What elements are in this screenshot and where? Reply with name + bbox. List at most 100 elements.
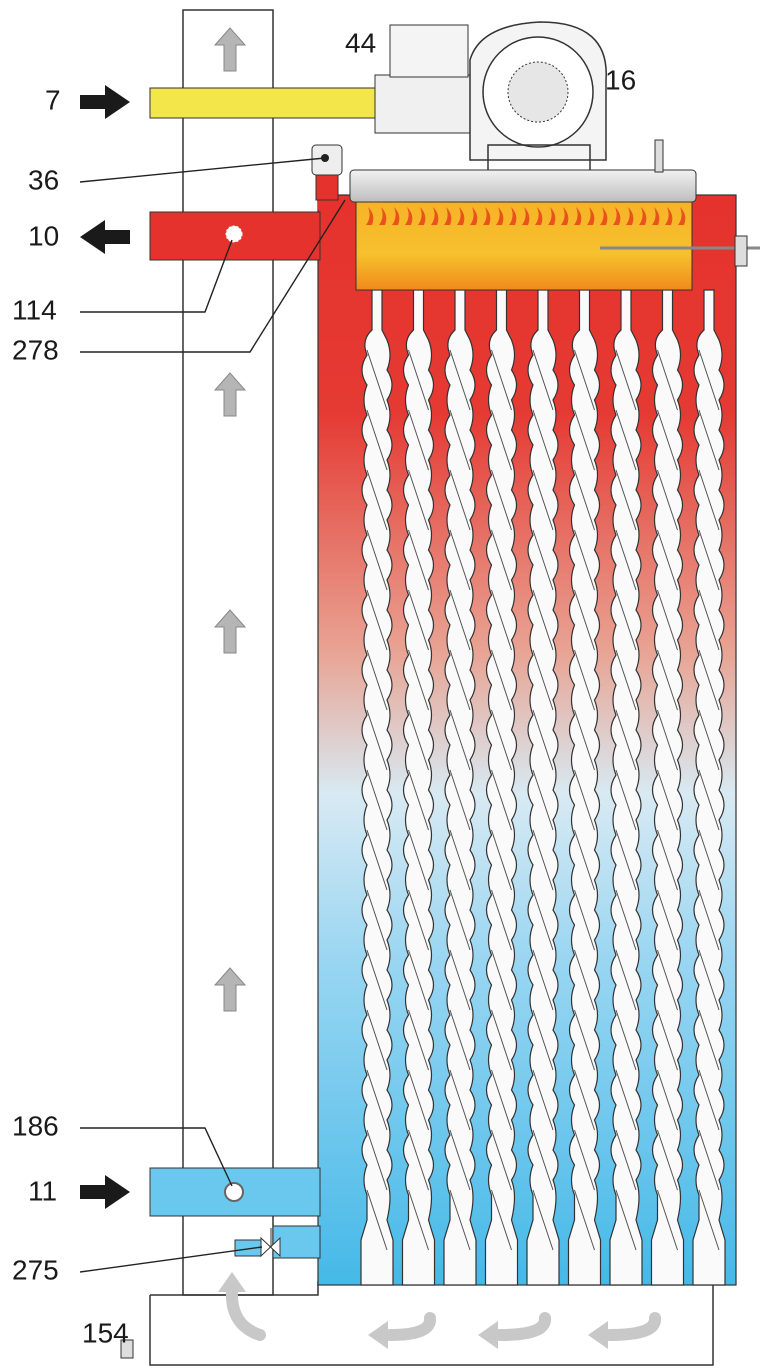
arrow-up bbox=[213, 372, 247, 417]
tube-twist bbox=[574, 769, 595, 831]
tube-twist bbox=[408, 1009, 429, 1071]
tube-twist bbox=[657, 829, 678, 891]
tube-twist bbox=[491, 469, 512, 531]
tube-twist bbox=[449, 1189, 471, 1251]
tube bbox=[484, 289, 519, 1286]
tube-twist bbox=[657, 889, 678, 951]
sensor bbox=[224, 1182, 244, 1202]
tube-twist bbox=[657, 409, 678, 471]
tube-twist bbox=[698, 649, 720, 711]
tube-twist bbox=[408, 409, 429, 471]
tube-twist bbox=[491, 649, 512, 711]
tube-twist bbox=[615, 1069, 637, 1131]
tube-twist bbox=[615, 649, 637, 711]
drain-stub bbox=[272, 1225, 321, 1259]
tube-twist bbox=[366, 529, 388, 591]
tube-twist bbox=[615, 529, 637, 591]
tube bbox=[526, 289, 560, 1286]
flame bbox=[366, 207, 374, 225]
tube-twist bbox=[366, 649, 388, 711]
tube-twist bbox=[491, 829, 512, 891]
leader bbox=[79, 1246, 263, 1273]
ignition-rod bbox=[654, 139, 664, 173]
tube-twist bbox=[532, 349, 554, 411]
arrow-in bbox=[80, 85, 130, 119]
tube bbox=[609, 289, 643, 1286]
tube-twist bbox=[366, 709, 388, 771]
flame bbox=[587, 207, 595, 225]
flame bbox=[405, 207, 413, 225]
tube-twist bbox=[491, 529, 512, 591]
tube-twist bbox=[449, 469, 471, 531]
leader bbox=[79, 157, 326, 183]
flame bbox=[574, 207, 582, 225]
tube-twist bbox=[408, 949, 429, 1011]
arrowhead bbox=[218, 1272, 246, 1292]
bottom-arrowheads bbox=[218, 1272, 608, 1349]
arrowhead bbox=[368, 1321, 388, 1349]
tube-twist bbox=[657, 949, 678, 1011]
tube-twist bbox=[615, 349, 637, 411]
bottom-flow bbox=[225, 1284, 661, 1341]
flame bbox=[561, 207, 569, 225]
tube-twist bbox=[491, 949, 512, 1011]
tube-twist bbox=[532, 709, 554, 771]
tube-twist bbox=[574, 649, 595, 711]
tube-twist bbox=[698, 589, 720, 651]
tube-twist bbox=[449, 709, 471, 771]
callout-label: 11 bbox=[28, 1175, 57, 1206]
tube-twist bbox=[574, 469, 595, 531]
flame bbox=[665, 207, 673, 225]
tube-twist bbox=[698, 529, 720, 591]
tube-twist bbox=[408, 469, 429, 531]
callout-label: 275 bbox=[12, 1254, 59, 1285]
tube-twist bbox=[615, 769, 637, 831]
flame bbox=[379, 207, 387, 225]
tube-twist bbox=[574, 349, 595, 411]
flame bbox=[522, 207, 530, 225]
tube bbox=[401, 289, 436, 1286]
tube-twist bbox=[698, 1129, 720, 1191]
flame bbox=[392, 207, 400, 225]
callout-label: 186 bbox=[12, 1110, 59, 1141]
tube-twist bbox=[615, 1009, 637, 1071]
tube-twist bbox=[574, 1189, 595, 1251]
flame bbox=[613, 207, 621, 225]
tube-twist bbox=[657, 349, 678, 411]
tube bbox=[692, 289, 726, 1286]
flame bbox=[509, 207, 517, 225]
arrow-curve bbox=[604, 1312, 661, 1341]
tube-twist bbox=[449, 1069, 471, 1131]
arrowhead bbox=[478, 1321, 498, 1349]
leader-lines bbox=[79, 157, 346, 1273]
tube-twist bbox=[698, 769, 720, 831]
gas-valve bbox=[374, 74, 476, 134]
tube-twist bbox=[366, 349, 388, 411]
flame bbox=[639, 207, 647, 225]
tube-twist bbox=[615, 1189, 637, 1251]
tube-twist bbox=[408, 649, 429, 711]
arrow-curve bbox=[494, 1312, 551, 1341]
tube-twist bbox=[449, 529, 471, 591]
flame bbox=[444, 207, 452, 225]
tube-twist bbox=[532, 589, 554, 651]
connector bbox=[318, 200, 358, 210]
tube-twist bbox=[408, 1069, 429, 1131]
tube-twist bbox=[532, 769, 554, 831]
flames bbox=[366, 207, 686, 225]
tube-twist bbox=[366, 1069, 388, 1131]
tube-twist bbox=[574, 589, 595, 651]
tube bbox=[567, 289, 602, 1286]
flame bbox=[626, 207, 634, 225]
callout-label: 16 bbox=[605, 64, 636, 95]
tube-twist bbox=[491, 769, 512, 831]
arrow-out bbox=[80, 220, 130, 254]
flame bbox=[470, 207, 478, 225]
tube-twist bbox=[698, 1009, 720, 1071]
tube-twist bbox=[615, 949, 637, 1011]
tube-twist bbox=[532, 409, 554, 471]
leader bbox=[80, 239, 233, 313]
tube-twist bbox=[449, 769, 471, 831]
tube-twist bbox=[408, 1129, 429, 1191]
arrow-curve bbox=[225, 1284, 266, 1341]
